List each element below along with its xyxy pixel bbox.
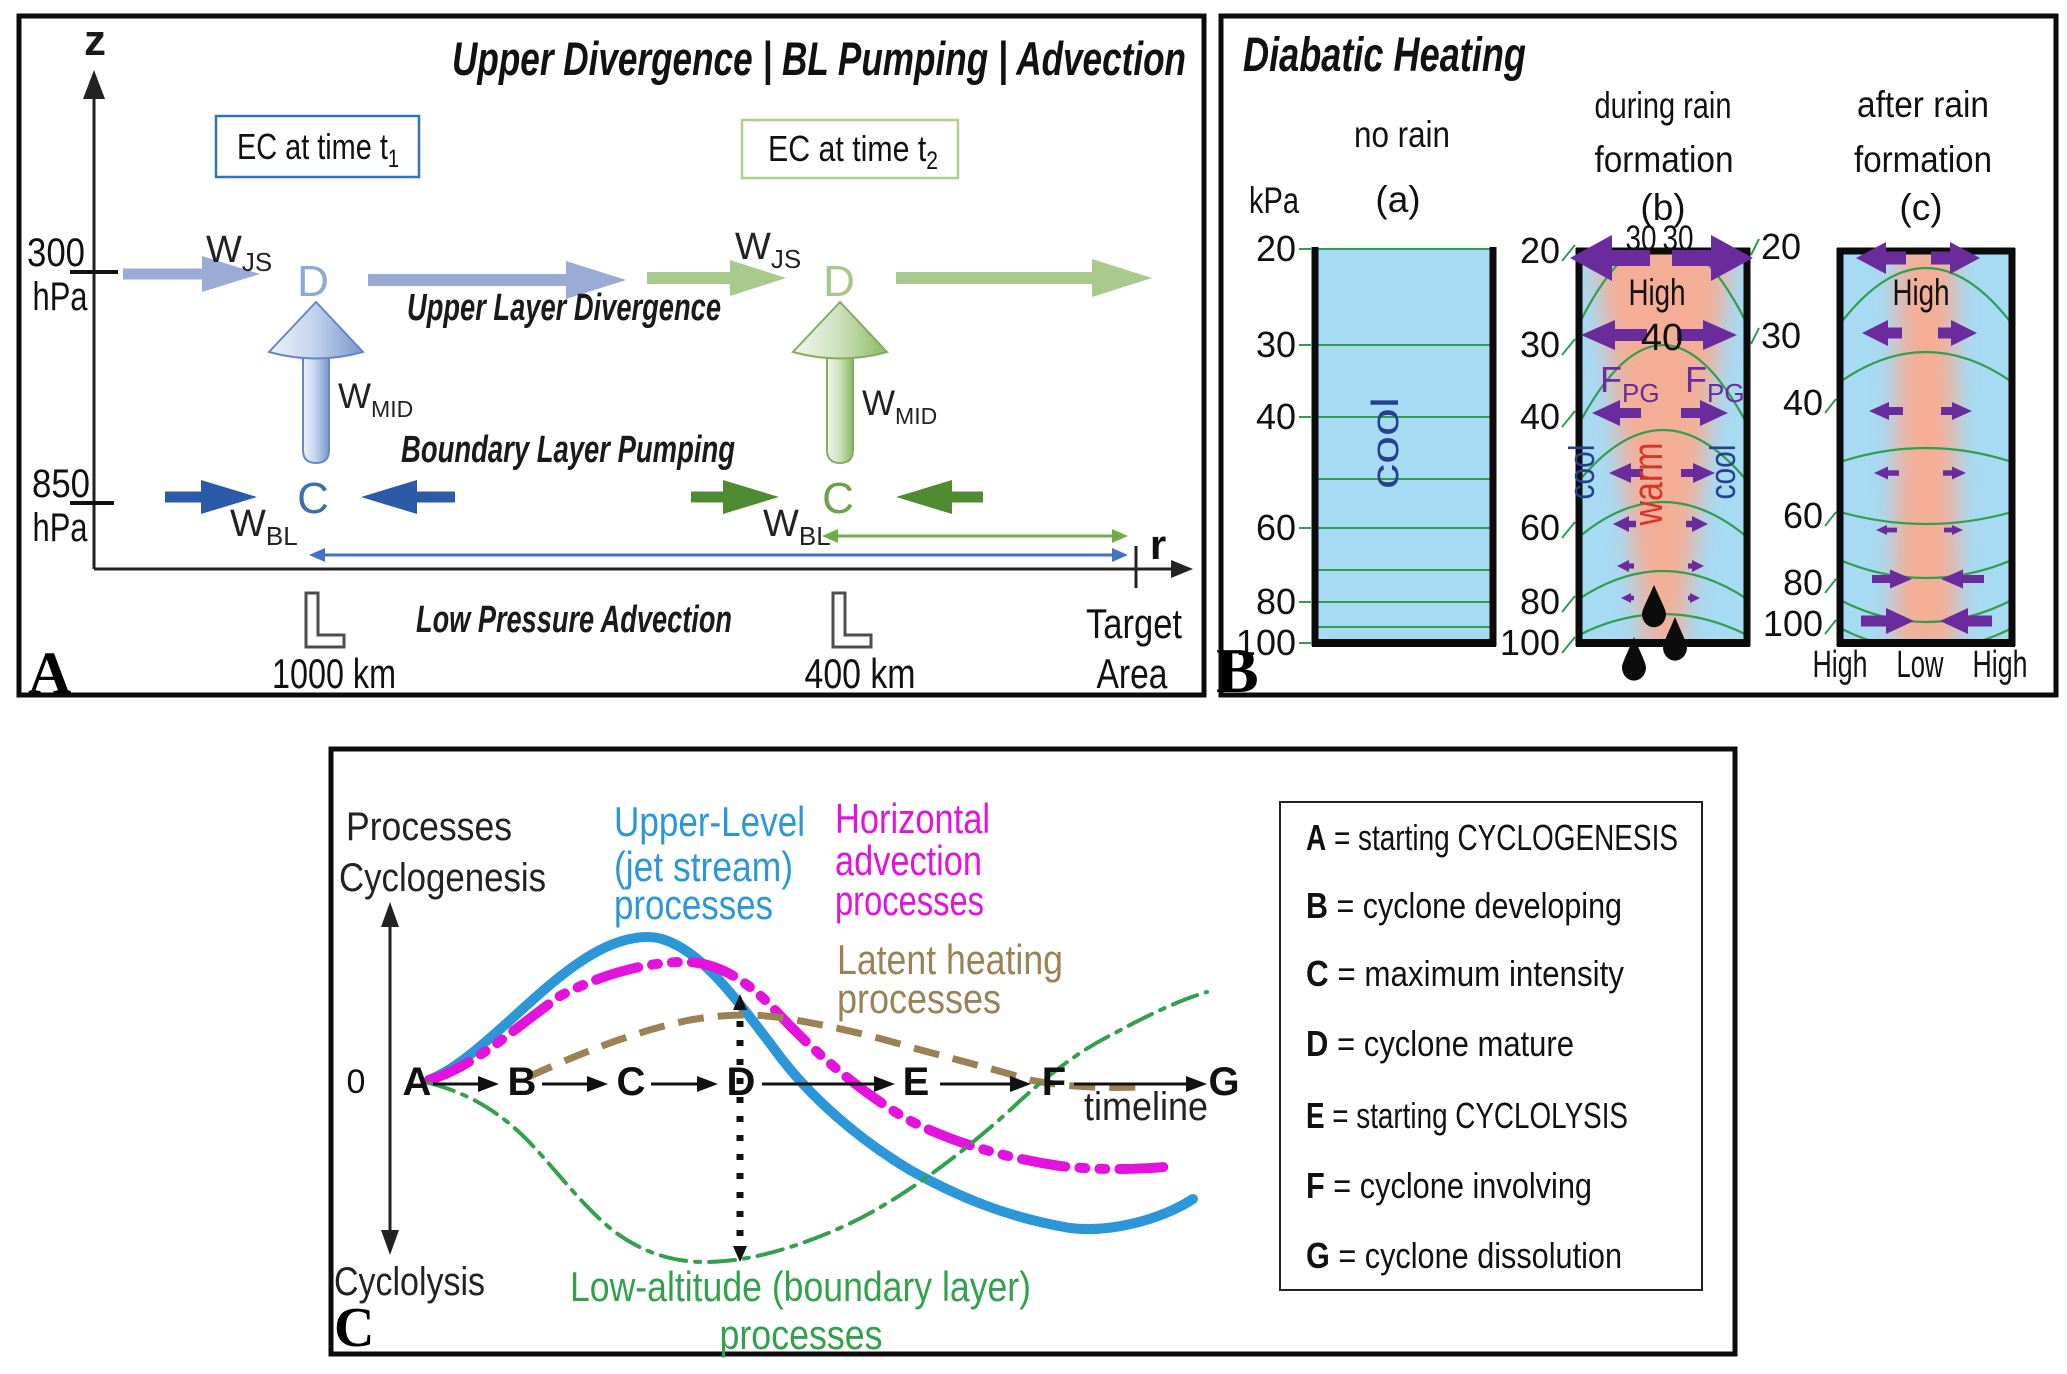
svg-text:formation: formation — [1595, 139, 1734, 180]
svg-text:300: 300 — [27, 231, 85, 275]
svg-text:Low: Low — [1897, 644, 1944, 686]
svg-text:(b): (b) — [1640, 187, 1685, 228]
svg-text:Horizontal: Horizontal — [835, 795, 990, 842]
svg-text:30: 30 — [1520, 324, 1560, 365]
svg-text:Upper Layer Divergence: Upper Layer Divergence — [407, 287, 721, 329]
svg-text:Diabatic Heating: Diabatic Heating — [1243, 29, 1526, 82]
svg-text:30: 30 — [1626, 219, 1657, 258]
svg-text:cool: cool — [1365, 397, 1407, 489]
svg-text:30: 30 — [1761, 315, 1801, 356]
svg-text:400 km: 400 km — [805, 650, 916, 697]
svg-text:r: r — [1150, 521, 1166, 568]
svg-text:processes: processes — [837, 975, 1001, 1022]
svg-text:C = maximum intensity: C = maximum intensity — [1306, 953, 1624, 994]
svg-text:D: D — [727, 1060, 756, 1104]
svg-text:warm: warm — [1624, 443, 1671, 527]
svg-text:1000 km: 1000 km — [272, 650, 396, 697]
svg-text:Cyclogenesis: Cyclogenesis — [339, 856, 546, 900]
svg-text:60: 60 — [1256, 507, 1296, 548]
svg-text:Upper Divergence | BL Pumping: Upper Divergence | BL Pumping | Advectio… — [452, 32, 1186, 85]
svg-text:Boundary Layer Pumping: Boundary Layer Pumping — [401, 429, 735, 471]
svg-text:B = cyclone developing: B = cyclone developing — [1306, 885, 1622, 926]
svg-text:cool: cool — [1561, 445, 1602, 500]
svg-text:100: 100 — [1500, 622, 1560, 663]
svg-text:EC at time t1: EC at time t1 — [237, 126, 399, 173]
svg-text:formation: formation — [1854, 139, 1992, 180]
svg-text:F = cyclone involving: F = cyclone involving — [1306, 1165, 1592, 1206]
svg-text:40: 40 — [1520, 396, 1560, 437]
svg-text:60: 60 — [1783, 495, 1823, 536]
svg-text:40: 40 — [1641, 317, 1683, 359]
svg-text:Area: Area — [1097, 650, 1169, 697]
svg-text:processes: processes — [614, 881, 773, 928]
svg-text:Low Pressure Advection: Low Pressure Advection — [416, 599, 732, 641]
svg-text:20: 20 — [1520, 230, 1560, 271]
svg-text:C: C — [617, 1060, 646, 1104]
svg-text:hPa: hPa — [33, 506, 89, 550]
svg-text:advection: advection — [835, 837, 982, 884]
svg-text:80: 80 — [1256, 581, 1296, 622]
svg-text:100: 100 — [1763, 603, 1823, 644]
svg-text:30: 30 — [1256, 324, 1296, 365]
svg-text:80: 80 — [1520, 581, 1560, 622]
svg-text:30: 30 — [1663, 219, 1694, 258]
svg-text:Cyclolysis: Cyclolysis — [334, 1260, 485, 1304]
svg-text:Target: Target — [1086, 600, 1182, 647]
svg-text:EC at time t2: EC at time t2 — [768, 128, 938, 175]
svg-text:hPa: hPa — [33, 275, 89, 319]
svg-text:60: 60 — [1520, 507, 1560, 548]
svg-text:no rain: no rain — [1354, 114, 1450, 155]
svg-text:D = cyclone mature: D = cyclone mature — [1306, 1023, 1574, 1064]
svg-text:80: 80 — [1783, 562, 1823, 603]
svg-text:High: High — [1973, 644, 2028, 686]
svg-text:Processes: Processes — [346, 805, 512, 849]
svg-text:during rain: during rain — [1595, 85, 1732, 126]
svg-text:D: D — [297, 257, 329, 306]
svg-text:40: 40 — [1783, 382, 1823, 423]
svg-text:(c): (c) — [1899, 187, 1942, 228]
svg-text:High: High — [1629, 272, 1686, 313]
svg-text:C: C — [334, 1297, 374, 1359]
svg-text:C: C — [822, 474, 854, 523]
svg-text:B: B — [1216, 635, 1259, 706]
svg-text:C: C — [297, 474, 329, 523]
svg-text:100: 100 — [1236, 622, 1296, 663]
svg-text:E = starting CYCLOLYSIS: E = starting CYCLOLYSIS — [1306, 1095, 1628, 1136]
svg-text:timeline: timeline — [1084, 1085, 1208, 1129]
svg-text:processes: processes — [720, 1311, 883, 1358]
svg-text:z: z — [84, 16, 106, 65]
svg-text:(a): (a) — [1375, 179, 1420, 220]
svg-text:after rain: after rain — [1857, 84, 1989, 125]
svg-text:Low-altitude (boundary layer): Low-altitude (boundary layer) — [570, 1263, 1031, 1310]
svg-text:Latent heating: Latent heating — [837, 936, 1063, 983]
svg-text:processes: processes — [835, 877, 984, 924]
svg-text:cool: cool — [1702, 445, 1743, 500]
svg-text:20: 20 — [1256, 228, 1296, 269]
svg-text:F: F — [1042, 1060, 1066, 1104]
svg-text:G = cyclone dissolution: G = cyclone dissolution — [1306, 1235, 1622, 1276]
svg-text:A = starting CYCLOGENESIS: A = starting CYCLOGENESIS — [1306, 817, 1678, 858]
svg-text:40: 40 — [1256, 396, 1296, 437]
svg-text:WBL: WBL — [230, 503, 298, 551]
svg-text:E: E — [903, 1060, 930, 1104]
svg-text:(jet stream): (jet stream) — [614, 843, 793, 890]
svg-text:D: D — [823, 257, 855, 306]
svg-text:0: 0 — [347, 1063, 366, 1101]
svg-text:High: High — [1893, 272, 1950, 313]
svg-text:B: B — [508, 1060, 537, 1104]
svg-text:Upper-Level: Upper-Level — [614, 798, 805, 845]
svg-text:G: G — [1208, 1060, 1239, 1104]
svg-text:850: 850 — [32, 462, 90, 506]
svg-text:20: 20 — [1761, 226, 1801, 267]
svg-text:A: A — [403, 1060, 432, 1104]
svg-text:A: A — [28, 640, 71, 706]
svg-text:kPa: kPa — [1249, 180, 1299, 221]
svg-text:High: High — [1813, 644, 1868, 686]
